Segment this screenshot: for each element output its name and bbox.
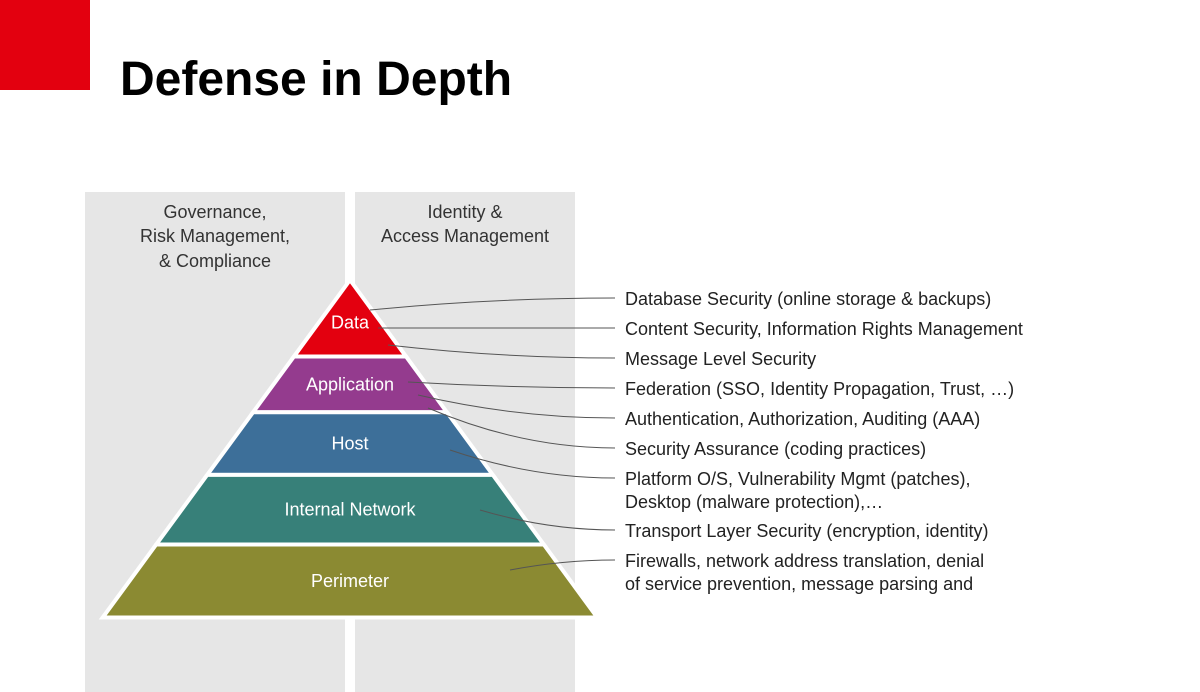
annotation-text-6: Platform O/S, Vulnerability Mgmt (patche… (625, 468, 970, 513)
annotation-text-2: Message Level Security (625, 348, 816, 371)
annotation-text-1: Content Security, Information Rights Man… (625, 318, 1023, 341)
annotation-text-0: Database Security (online storage & back… (625, 288, 991, 311)
panel-governance-label: Governance,Risk Management,& Compliance (85, 200, 345, 273)
annotation-text-3: Federation (SSO, Identity Propagation, T… (625, 378, 1014, 401)
page-title: Defense in Depth (120, 52, 512, 107)
annotation-text-8: Firewalls, network address translation, … (625, 550, 984, 595)
annotation-text-4: Authentication, Authorization, Auditing … (625, 408, 980, 431)
panel-governance: Governance,Risk Management,& Compliance (85, 192, 345, 692)
panel-identity: Identity &Access Management (355, 192, 575, 692)
panel-identity-label: Identity &Access Management (355, 200, 575, 249)
annotation-text-5: Security Assurance (coding practices) (625, 438, 926, 461)
accent-square (0, 0, 90, 90)
annotation-text-7: Transport Layer Security (encryption, id… (625, 520, 988, 543)
